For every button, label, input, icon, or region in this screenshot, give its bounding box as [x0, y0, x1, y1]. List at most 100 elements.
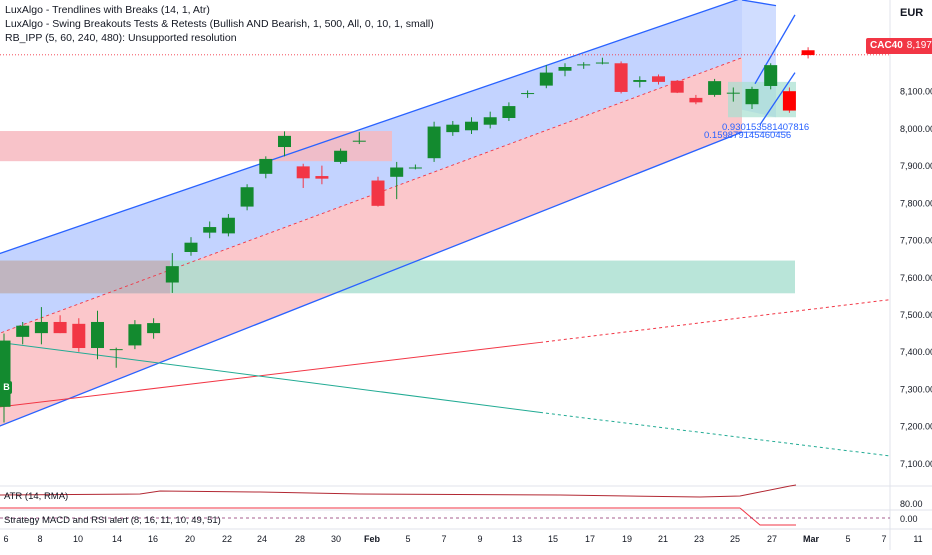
- indicator-legend: LuxAlgo - Trendlines with Breaks (14, 1,…: [5, 3, 434, 45]
- candle-body: [745, 88, 759, 105]
- currency-label[interactable]: EUR: [900, 7, 924, 19]
- candle-body: [259, 158, 273, 174]
- atr-line: [0, 484, 797, 498]
- candle[interactable]: [652, 74, 665, 85]
- candle-body: [371, 180, 385, 206]
- time-tick-label: 7: [881, 534, 886, 544]
- time-tick-label: 20: [185, 534, 195, 544]
- candle[interactable]: [53, 315, 67, 334]
- candle[interactable]: [371, 176, 385, 207]
- candle-body: [521, 93, 535, 95]
- candle[interactable]: [165, 253, 179, 293]
- candle[interactable]: [689, 94, 703, 105]
- candle-body: [465, 121, 478, 131]
- candle[interactable]: [147, 318, 161, 339]
- time-tick-label: 10: [73, 534, 83, 544]
- candle[interactable]: [595, 57, 609, 65]
- trendline-resistance-extension: [539, 411, 891, 457]
- trendline-support[interactable]: [0, 341, 541, 408]
- candle[interactable]: [390, 161, 404, 200]
- candle-body: [652, 76, 665, 82]
- atr-pane-label[interactable]: ATR (14, RMA): [4, 491, 69, 502]
- channel-lower-line[interactable]: [0, 131, 743, 430]
- candle[interactable]: [539, 65, 553, 89]
- candle[interactable]: [408, 164, 422, 170]
- projection-upper-edge: [754, 14, 796, 85]
- candle[interactable]: [109, 347, 123, 368]
- price-tick-label: 7,800.00: [900, 198, 932, 208]
- candle[interactable]: [726, 87, 740, 102]
- candle[interactable]: [0, 333, 11, 423]
- candle-body: [221, 217, 235, 234]
- candle[interactable]: [427, 121, 441, 162]
- candle[interactable]: [745, 86, 759, 110]
- candle[interactable]: [633, 76, 647, 88]
- candle[interactable]: [34, 307, 48, 345]
- time-tick-label: 13: [512, 534, 522, 544]
- time-tick-label: 24: [257, 534, 267, 544]
- time-tick-label: 23: [694, 534, 704, 544]
- legend-swing-breakouts[interactable]: LuxAlgo - Swing Breakouts Tests & Retest…: [5, 18, 434, 30]
- time-tick-label: Mar: [803, 534, 820, 544]
- candle[interactable]: [184, 237, 198, 256]
- candle[interactable]: [577, 62, 591, 69]
- time-tick-label: 22: [222, 534, 232, 544]
- time-tick-label: 19: [622, 534, 632, 544]
- candle[interactable]: [221, 214, 235, 237]
- fib-label-upper: 0.930153581407816: [722, 122, 810, 133]
- candle[interactable]: [16, 321, 30, 345]
- candle[interactable]: [315, 165, 329, 185]
- candle[interactable]: [446, 120, 460, 136]
- candle[interactable]: [521, 90, 535, 98]
- time-tick-label: 6: [3, 534, 8, 544]
- candle[interactable]: [764, 63, 778, 90]
- candle[interactable]: [614, 61, 628, 94]
- candle-body: [240, 187, 254, 207]
- candle-body: [670, 80, 684, 93]
- candle-body: [577, 64, 591, 66]
- trendline-resistance[interactable]: [0, 341, 541, 413]
- candle[interactable]: [259, 156, 273, 179]
- candle[interactable]: [708, 78, 722, 97]
- candle[interactable]: [558, 63, 572, 77]
- candle-body: [91, 321, 104, 349]
- candle[interactable]: [502, 102, 516, 121]
- candle-body: [446, 124, 460, 133]
- candle[interactable]: [483, 111, 497, 129]
- time-tick-label: 14: [112, 534, 122, 544]
- candle[interactable]: [782, 87, 796, 113]
- candle[interactable]: [465, 117, 478, 134]
- time-tick-label: 5: [845, 534, 850, 544]
- trendline-support-extension: [539, 299, 891, 343]
- candle-body: [408, 167, 422, 169]
- candle-body: [296, 166, 310, 179]
- candle[interactable]: [91, 310, 104, 360]
- candle[interactable]: [128, 320, 142, 350]
- candle[interactable]: [296, 163, 310, 188]
- candle-body: [633, 80, 647, 82]
- strategy-pane-label[interactable]: Strategy MACD and RSI alert (8, 16, 11, …: [4, 515, 221, 526]
- strategy-line-drop: [739, 507, 796, 526]
- projection-top-line: [741, 0, 777, 7]
- candle[interactable]: [670, 80, 684, 94]
- candle[interactable]: [240, 184, 254, 211]
- time-tick-label: 28: [295, 534, 305, 544]
- channel-upper-line[interactable]: [0, 0, 742, 257]
- time-tick-label: 30: [331, 534, 341, 544]
- legend-trendlines[interactable]: LuxAlgo - Trendlines with Breaks (14, 1,…: [5, 4, 210, 16]
- candle[interactable]: [72, 318, 86, 352]
- candle-body: [726, 92, 740, 94]
- candle[interactable]: [278, 131, 291, 157]
- candle[interactable]: [203, 221, 217, 239]
- candle[interactable]: [352, 132, 366, 145]
- channel-mid-line[interactable]: [0, 57, 743, 337]
- candle-body: [165, 266, 179, 283]
- candle[interactable]: [801, 47, 815, 59]
- legend-rb-ipp[interactable]: RB_IPP (5, 60, 240, 480): Unsupported re…: [5, 32, 237, 44]
- candle-body: [689, 97, 703, 103]
- candle-body: [0, 340, 11, 407]
- candle[interactable]: [334, 148, 348, 164]
- price-tick-label: 7,700.00: [900, 236, 932, 246]
